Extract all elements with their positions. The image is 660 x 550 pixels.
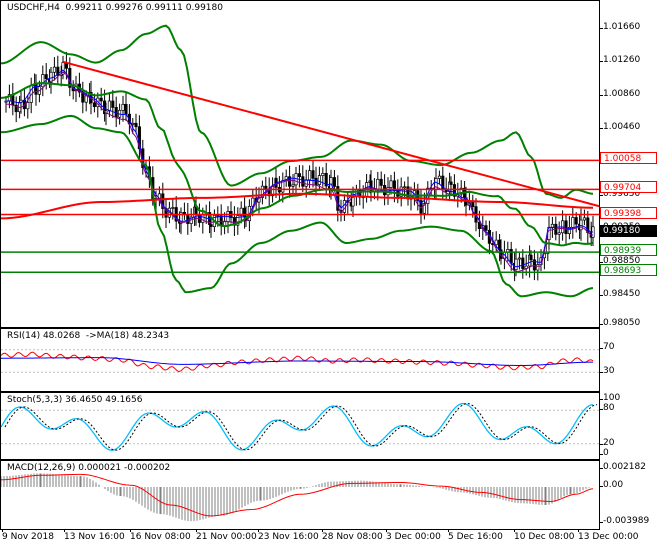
price-tick: 1.01660 (599, 22, 641, 32)
price-tick: 0.98850 (599, 256, 641, 266)
rsi-pane[interactable]: RSI(14) 48.0268 ->MA(18) 48.2343 (0, 328, 600, 392)
time-tick: 5 Dec 16:00 (448, 529, 503, 542)
rsi-tick: 30 (599, 366, 615, 376)
time-tick: 9 Nov 2018 (2, 529, 54, 542)
price-pane[interactable]: USDCHF,H4 0.99211 0.99276 0.99111 0.9918… (0, 0, 600, 328)
price-tick: 1.00460 (599, 122, 641, 132)
time-tick: 16 Nov 08:00 (130, 529, 191, 542)
stoch-axis: 100 80 20 0 (599, 392, 660, 460)
time-axis: 9 Nov 2018 13 Nov 16:00 16 Nov 08:00 21 … (0, 529, 639, 550)
level-badge-resistance-3: 0.99398 (600, 207, 657, 219)
stochastic-chart (1, 402, 599, 451)
price-tick: 1.01260 (599, 55, 641, 65)
time-tick: 3 Dec 00:00 (386, 529, 441, 542)
rsi-pane-title: RSI(14) 48.0268 ->MA(18) 48.2343 (7, 331, 170, 341)
price-tick: 0.99650 (599, 189, 641, 199)
time-tick: 13 Dec 00:00 (578, 529, 639, 542)
candlestick-chart (1, 24, 599, 298)
macd-axis: 0.002182 0.00 -0.003989 (599, 460, 660, 530)
time-tick: 13 Nov 16:00 (64, 529, 125, 542)
price-tick: 0.98450 (599, 289, 641, 299)
time-tick: 21 Nov 00:00 (196, 529, 257, 542)
price-pane-title: USDCHF,H4 0.99211 0.99276 0.99111 0.9918… (7, 3, 223, 13)
stoch-tick: 20 (599, 438, 615, 448)
price-tick: 1.00860 (599, 89, 641, 99)
rsi-tick: 70 (599, 342, 615, 352)
macd-tick: -0.003989 (599, 516, 650, 526)
macd-tick: 0.002182 (600, 462, 646, 472)
level-badge-resistance-1: 1.00058 (600, 152, 657, 164)
time-tick: 10 Dec 08:00 (514, 529, 575, 542)
time-tick: 28 Nov 08:00 (322, 529, 383, 542)
stoch-pane-title: Stoch(5,3,3) 36.4650 49.1656 (7, 395, 143, 405)
rsi-axis: 70 30 (599, 328, 660, 392)
stoch-pane[interactable]: Stoch(5,3,3) 36.4650 49.1656 (0, 392, 600, 460)
price-tick: 0.98050 (599, 318, 641, 328)
macd-tick: 0.00 (599, 480, 624, 490)
macd-pane-title: MACD(12,26,9) 0.000021 -0.000202 (7, 463, 171, 473)
macd-chart (1, 473, 594, 522)
stoch-tick: 0 (600, 448, 609, 458)
level-badge-resistance-2: 0.99704 (600, 181, 657, 193)
current-price-badge: 0.99180 (600, 225, 657, 237)
time-tick: 23 Nov 16:00 (258, 529, 319, 542)
stoch-tick: 100 (599, 393, 621, 403)
level-badge-support-2: 0.98693 (600, 264, 657, 276)
rsi-chart (1, 349, 599, 373)
level-badge-support-1: 0.98939 (600, 244, 657, 256)
stoch-tick: 80 (599, 403, 615, 413)
macd-pane[interactable]: MACD(12,26,9) 0.000021 -0.000202 (0, 460, 600, 530)
